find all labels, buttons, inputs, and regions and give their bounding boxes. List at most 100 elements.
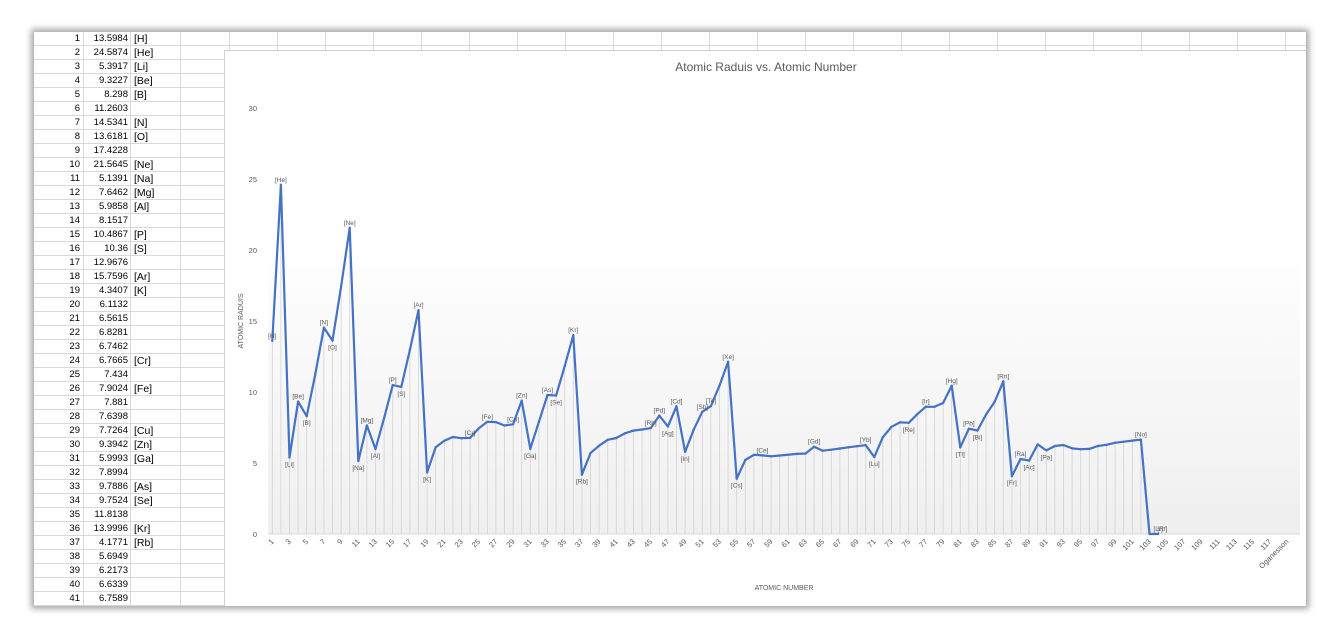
- row-number-cell[interactable]: 36: [34, 522, 84, 536]
- symbol-cell[interactable]: [Rb]: [131, 536, 181, 550]
- symbol-cell[interactable]: [131, 298, 181, 312]
- value-cell[interactable]: 4.1771: [84, 536, 131, 550]
- symbol-cell[interactable]: [131, 550, 181, 564]
- value-cell[interactable]: 14.5341: [84, 116, 131, 130]
- row-number-cell[interactable]: 6: [34, 102, 84, 116]
- symbol-cell[interactable]: [131, 410, 181, 424]
- value-cell[interactable]: 7.881: [84, 396, 131, 410]
- value-cell[interactable]: 7.434: [84, 368, 131, 382]
- row-number-cell[interactable]: 14: [34, 214, 84, 228]
- row-number-cell[interactable]: 12: [34, 186, 84, 200]
- symbol-cell[interactable]: [131, 578, 181, 592]
- symbol-cell[interactable]: [Li]: [131, 60, 181, 74]
- value-cell[interactable]: 24.5874: [84, 46, 131, 60]
- symbol-cell[interactable]: [O]: [131, 130, 181, 144]
- row-number-cell[interactable]: 20: [34, 298, 84, 312]
- value-cell[interactable]: 13.9996: [84, 522, 131, 536]
- row-number-cell[interactable]: 3: [34, 60, 84, 74]
- value-cell[interactable]: 7.6462: [84, 186, 131, 200]
- value-cell[interactable]: 5.3917: [84, 60, 131, 74]
- symbol-cell[interactable]: [B]: [131, 88, 181, 102]
- symbol-cell[interactable]: [Fe]: [131, 382, 181, 396]
- symbol-cell[interactable]: [N]: [131, 116, 181, 130]
- symbol-cell[interactable]: [Be]: [131, 74, 181, 88]
- value-cell[interactable]: 11.2603: [84, 102, 131, 116]
- symbol-cell[interactable]: [131, 312, 181, 326]
- row-number-cell[interactable]: 24: [34, 354, 84, 368]
- symbol-cell[interactable]: [Zn]: [131, 438, 181, 452]
- row-number-cell[interactable]: 23: [34, 340, 84, 354]
- value-cell[interactable]: 9.3942: [84, 438, 131, 452]
- value-cell[interactable]: 21.5645: [84, 158, 131, 172]
- row-number-cell[interactable]: 28: [34, 410, 84, 424]
- symbol-cell[interactable]: [He]: [131, 46, 181, 60]
- symbol-cell[interactable]: [131, 214, 181, 228]
- row-number-cell[interactable]: 37: [34, 536, 84, 550]
- symbol-cell[interactable]: [Kr]: [131, 522, 181, 536]
- row-number-cell[interactable]: 19: [34, 284, 84, 298]
- symbol-cell[interactable]: [H]: [131, 32, 181, 46]
- row-number-cell[interactable]: 40: [34, 578, 84, 592]
- row-number-cell[interactable]: 34: [34, 494, 84, 508]
- symbol-cell[interactable]: [S]: [131, 242, 181, 256]
- chart-area[interactable]: Atomic Raduis vs. Atomic Number 0 5 10 15 20 2…: [224, 50, 1306, 606]
- value-cell[interactable]: 5.6949: [84, 550, 131, 564]
- row-number-cell[interactable]: 10: [34, 158, 84, 172]
- symbol-cell[interactable]: [Cr]: [131, 354, 181, 368]
- value-cell[interactable]: 11.8138: [84, 508, 131, 522]
- value-cell[interactable]: 8.298: [84, 88, 131, 102]
- value-cell[interactable]: 5.9993: [84, 452, 131, 466]
- symbol-cell[interactable]: [K]: [131, 284, 181, 298]
- row-number-cell[interactable]: 15: [34, 228, 84, 242]
- symbol-cell[interactable]: [131, 326, 181, 340]
- value-cell[interactable]: 10.4867: [84, 228, 131, 242]
- row-number-cell[interactable]: 18: [34, 270, 84, 284]
- symbol-cell[interactable]: [131, 144, 181, 158]
- value-cell[interactable]: 5.9858: [84, 200, 131, 214]
- symbol-cell[interactable]: [Se]: [131, 494, 181, 508]
- row-number-cell[interactable]: 8: [34, 130, 84, 144]
- value-cell[interactable]: 7.7264: [84, 424, 131, 438]
- value-cell[interactable]: 17.4228: [84, 144, 131, 158]
- value-cell[interactable]: 13.5984: [84, 32, 131, 46]
- row-number-cell[interactable]: 9: [34, 144, 84, 158]
- symbol-cell[interactable]: [Mg]: [131, 186, 181, 200]
- value-cell[interactable]: 10.36: [84, 242, 131, 256]
- symbol-cell[interactable]: [Na]: [131, 172, 181, 186]
- value-cell[interactable]: 9.7886: [84, 480, 131, 494]
- value-cell[interactable]: 9.3227: [84, 74, 131, 88]
- row-number-cell[interactable]: 38: [34, 550, 84, 564]
- row-number-cell[interactable]: 17: [34, 256, 84, 270]
- row-number-cell[interactable]: 25: [34, 368, 84, 382]
- row-number-cell[interactable]: 35: [34, 508, 84, 522]
- value-cell[interactable]: 4.3407: [84, 284, 131, 298]
- symbol-cell[interactable]: [As]: [131, 480, 181, 494]
- value-cell[interactable]: 6.2173: [84, 564, 131, 578]
- value-cell[interactable]: 12.9676: [84, 256, 131, 270]
- value-cell[interactable]: 13.6181: [84, 130, 131, 144]
- row-number-cell[interactable]: 26: [34, 382, 84, 396]
- row-number-cell[interactable]: 41: [34, 592, 84, 606]
- symbol-cell[interactable]: [131, 102, 181, 116]
- symbol-cell[interactable]: [Cu]: [131, 424, 181, 438]
- value-cell[interactable]: 6.1132: [84, 298, 131, 312]
- value-cell[interactable]: 6.7589: [84, 592, 131, 606]
- value-cell[interactable]: 5.1391: [84, 172, 131, 186]
- symbol-cell[interactable]: [131, 368, 181, 382]
- value-cell[interactable]: 6.8281: [84, 326, 131, 340]
- symbol-cell[interactable]: [131, 466, 181, 480]
- row-number-cell[interactable]: 30: [34, 438, 84, 452]
- symbol-cell[interactable]: [131, 256, 181, 270]
- symbol-cell[interactable]: [131, 340, 181, 354]
- row-number-cell[interactable]: 31: [34, 452, 84, 466]
- row-number-cell[interactable]: 22: [34, 326, 84, 340]
- symbol-cell[interactable]: [Al]: [131, 200, 181, 214]
- symbol-cell[interactable]: [Ar]: [131, 270, 181, 284]
- row-number-cell[interactable]: 21: [34, 312, 84, 326]
- symbol-cell[interactable]: [Ne]: [131, 158, 181, 172]
- row-number-cell[interactable]: 33: [34, 480, 84, 494]
- symbol-cell[interactable]: [131, 592, 181, 606]
- value-cell[interactable]: 7.9024: [84, 382, 131, 396]
- value-cell[interactable]: 6.7665: [84, 354, 131, 368]
- value-cell[interactable]: 6.5615: [84, 312, 131, 326]
